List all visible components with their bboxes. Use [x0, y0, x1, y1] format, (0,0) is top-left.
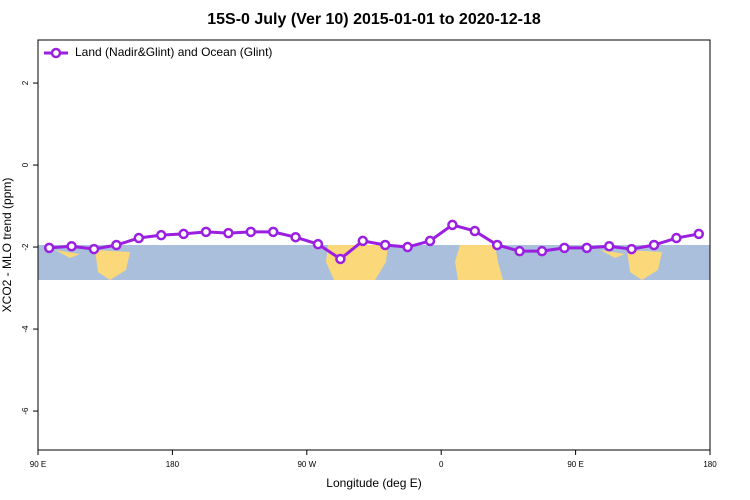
x-axis-label: Longitude (deg E): [326, 476, 421, 490]
legend-entry: Land (Nadir&Glint) and Ocean (Glint): [44, 45, 272, 59]
data-point: [111, 239, 122, 251]
data-point: [267, 226, 279, 238]
y-tick-label: 2: [21, 80, 30, 85]
y-tick-label: -6: [21, 407, 30, 415]
data-point: [559, 242, 570, 254]
x-tick-label: 180: [166, 460, 180, 469]
land-africa: [326, 245, 388, 280]
data-point: [671, 232, 682, 244]
land-australia: [627, 250, 662, 280]
legend-label: Land (Nadir&Glint) and Ocean (Glint): [75, 45, 272, 59]
plot-frame: [37, 39, 711, 451]
data-point: [469, 225, 481, 237]
x-tick-label: 180: [703, 460, 717, 469]
map-background: [38, 245, 710, 280]
y-axis-label: XCO2 - MLO trend (ppm): [0, 178, 14, 313]
data-point: [43, 242, 55, 254]
y-tick-label: -2: [21, 243, 30, 251]
data-point: [200, 226, 212, 238]
data-point: [88, 243, 100, 255]
x-tick-label: 90 E: [567, 460, 583, 469]
land-south-america: [455, 245, 503, 280]
data-point: [312, 238, 324, 250]
data-point: [648, 239, 660, 251]
data-point: [491, 239, 503, 251]
data-point: [603, 240, 615, 252]
y-tick-label: -4: [21, 325, 30, 333]
data-point: [357, 235, 369, 247]
data-point: [514, 245, 525, 257]
x-tick-label: 90 W: [297, 460, 316, 469]
land-australia: [95, 250, 130, 280]
data-point: [290, 231, 301, 243]
chart-title: 15S-0 July (Ver 10) 2015-01-01 to 2020-1…: [207, 11, 541, 28]
y-tick-label: 0: [21, 162, 30, 167]
data-point: [447, 219, 458, 231]
data-point: [626, 243, 637, 255]
legend-marker: [50, 47, 62, 59]
data-point: [335, 253, 346, 265]
data-point: [133, 232, 145, 244]
data-point: [155, 229, 167, 241]
data-point: [223, 227, 234, 239]
x-tick-label: 0: [439, 460, 444, 469]
x-tick-label: 90 E: [30, 460, 46, 469]
data-point: [693, 228, 705, 240]
data-point: [402, 241, 413, 253]
data-point: [178, 228, 189, 240]
data-point: [245, 226, 257, 238]
data-point: [66, 240, 77, 252]
data-point: [379, 239, 391, 251]
data-point: [424, 235, 436, 247]
data-point: [581, 242, 593, 254]
data-point: [536, 245, 548, 257]
